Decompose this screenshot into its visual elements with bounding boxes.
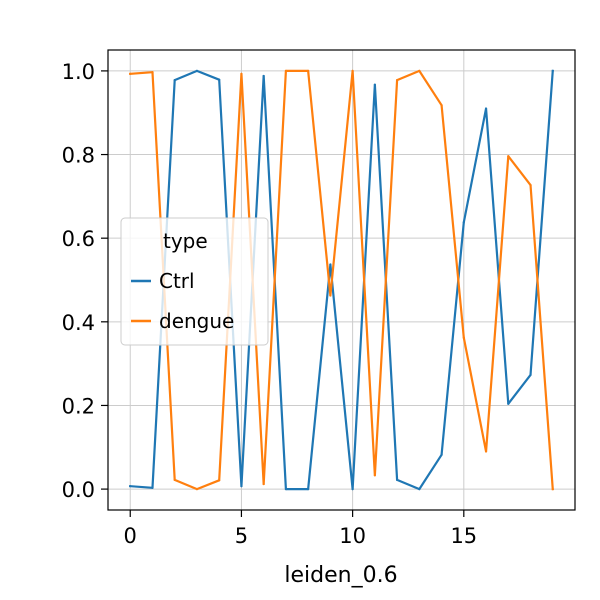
plot-frame (107, 49, 576, 511)
x-tick-label: 5 (235, 524, 248, 548)
legend-label-dengue: dengue (159, 309, 234, 333)
data-point-ctrl (218, 78, 221, 81)
data-point-ctrl (307, 487, 310, 491)
x-tick-label: 0 (124, 524, 137, 548)
data-point-dengue (195, 487, 199, 491)
x-axis: 0 5 10 15 (124, 510, 477, 548)
data-point-ctrl (484, 107, 488, 110)
y-tick-label: 0.8 (62, 144, 95, 168)
data-point-dengue (484, 450, 488, 453)
data-point-ctrl (240, 485, 243, 488)
data-point-dengue (151, 71, 154, 74)
data-point-ctrl (129, 485, 132, 488)
data-point-dengue (351, 69, 354, 73)
data-point-dengue (129, 72, 132, 75)
data-point-ctrl (395, 478, 399, 481)
data-point-ctrl (284, 487, 288, 491)
x-tick-label: 15 (450, 524, 477, 548)
data-point-dengue (373, 474, 376, 477)
data-point-dengue (395, 79, 399, 82)
data-point-ctrl (462, 221, 465, 224)
data-point-dengue (462, 336, 465, 339)
legend-box (120, 217, 269, 346)
data-point-dengue (529, 183, 532, 187)
legend-label-ctrl: Ctrl (159, 269, 195, 293)
data-point-ctrl (195, 69, 199, 73)
series-lines (129, 69, 554, 491)
data-point-dengue (218, 479, 221, 482)
legend-title: type (163, 229, 208, 253)
data-point-ctrl (262, 74, 265, 78)
data-point-ctrl (151, 486, 154, 489)
y-tick-label: 1.0 (62, 60, 95, 84)
data-point-dengue (173, 478, 176, 481)
x-axis-label: leiden_0.6 (284, 563, 397, 588)
data-point-ctrl (529, 373, 532, 377)
data-point-ctrl (507, 402, 510, 405)
data-point-dengue (440, 104, 443, 107)
x-tick-label: 10 (339, 524, 366, 548)
data-point-dengue (307, 69, 310, 73)
data-point-dengue (240, 72, 243, 75)
y-tick-label: 0.4 (62, 311, 95, 335)
data-point-dengue (507, 155, 510, 158)
series-line-ctrl (129, 69, 554, 491)
data-point-ctrl (329, 263, 332, 266)
data-point-dengue (329, 294, 332, 297)
data-point-dengue (551, 487, 554, 491)
data-point-dengue (262, 482, 265, 486)
data-point-ctrl (418, 487, 421, 491)
series-line-dengue (129, 69, 554, 491)
y-tick-label: 0.0 (62, 478, 95, 502)
data-point-dengue (284, 69, 288, 73)
y-axis: 0.0 0.2 0.4 0.6 0.8 1.0 (62, 60, 108, 502)
y-tick-label: 0.2 (62, 394, 95, 418)
legend: type Ctrl dengue (120, 217, 269, 346)
data-point-ctrl (351, 487, 354, 491)
data-point-ctrl (173, 79, 176, 82)
data-point-dengue (418, 69, 421, 73)
data-point-ctrl (551, 69, 554, 73)
y-tick-label: 0.6 (62, 227, 95, 251)
data-point-ctrl (373, 83, 376, 86)
data-point-ctrl (440, 453, 443, 456)
